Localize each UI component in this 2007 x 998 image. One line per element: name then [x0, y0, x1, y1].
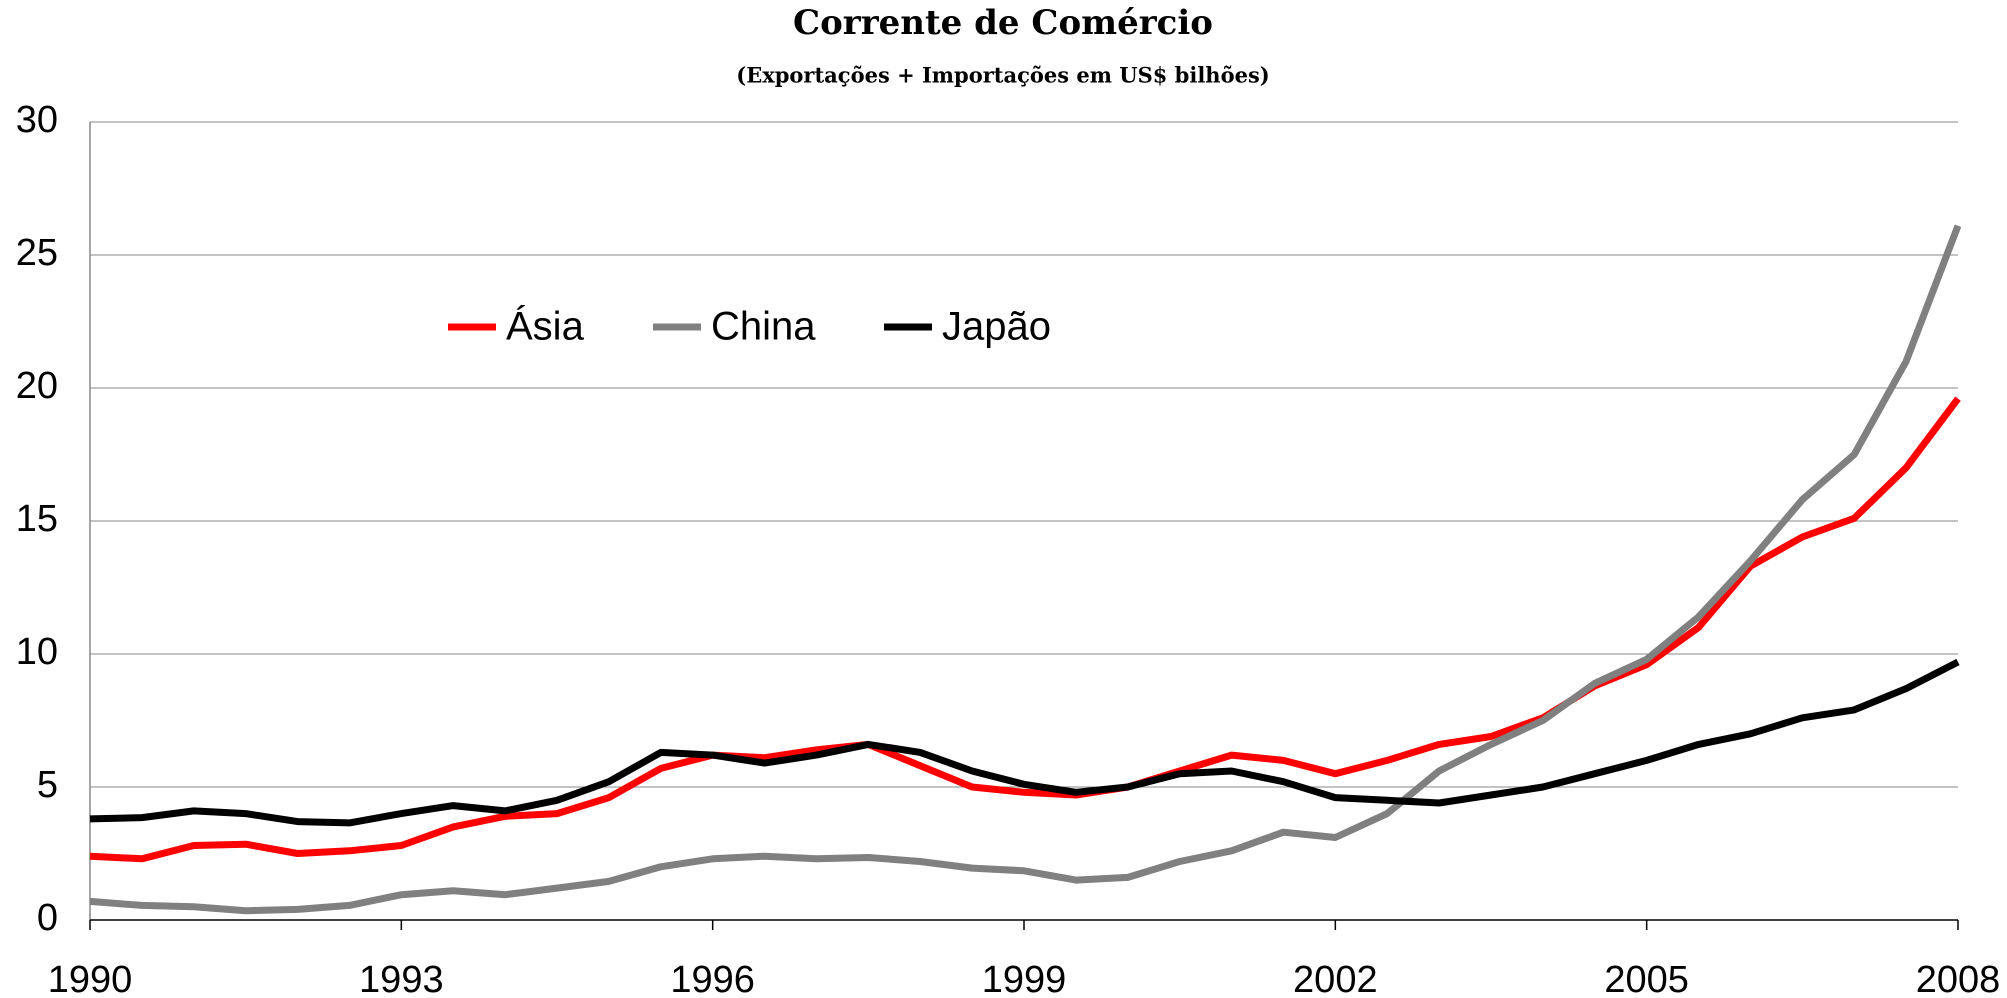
x-tick-label: 2005	[1604, 959, 1689, 998]
x-tick-label: 1993	[359, 959, 444, 998]
legend-label: China	[711, 305, 816, 349]
y-tick-label: 15	[16, 498, 58, 540]
legend-label: Japão	[942, 305, 1051, 349]
series-line	[89, 396, 1961, 863]
x-tick-label: 1999	[982, 959, 1067, 998]
series-line	[89, 658, 1960, 827]
series-line	[89, 224, 1962, 915]
x-tick-label: 1990	[48, 959, 133, 998]
x-tick-label: 2002	[1293, 959, 1378, 998]
y-tick-label: 10	[16, 631, 58, 673]
y-tick-label: 25	[16, 232, 58, 274]
y-tick-label: 5	[37, 764, 58, 806]
y-tick-label: 0	[37, 897, 58, 939]
chart-title: Corrente de Comércio	[793, 3, 1213, 43]
y-tick-label: 30	[16, 99, 58, 141]
legend-label: Ásia	[506, 304, 585, 349]
x-tick-label: 2008	[1916, 959, 2001, 998]
x-tick-label: 1996	[670, 959, 755, 998]
chart-subtitle: (Exportações + Importações em US$ bilhõe…	[736, 63, 1269, 88]
y-tick-label: 20	[16, 365, 58, 407]
